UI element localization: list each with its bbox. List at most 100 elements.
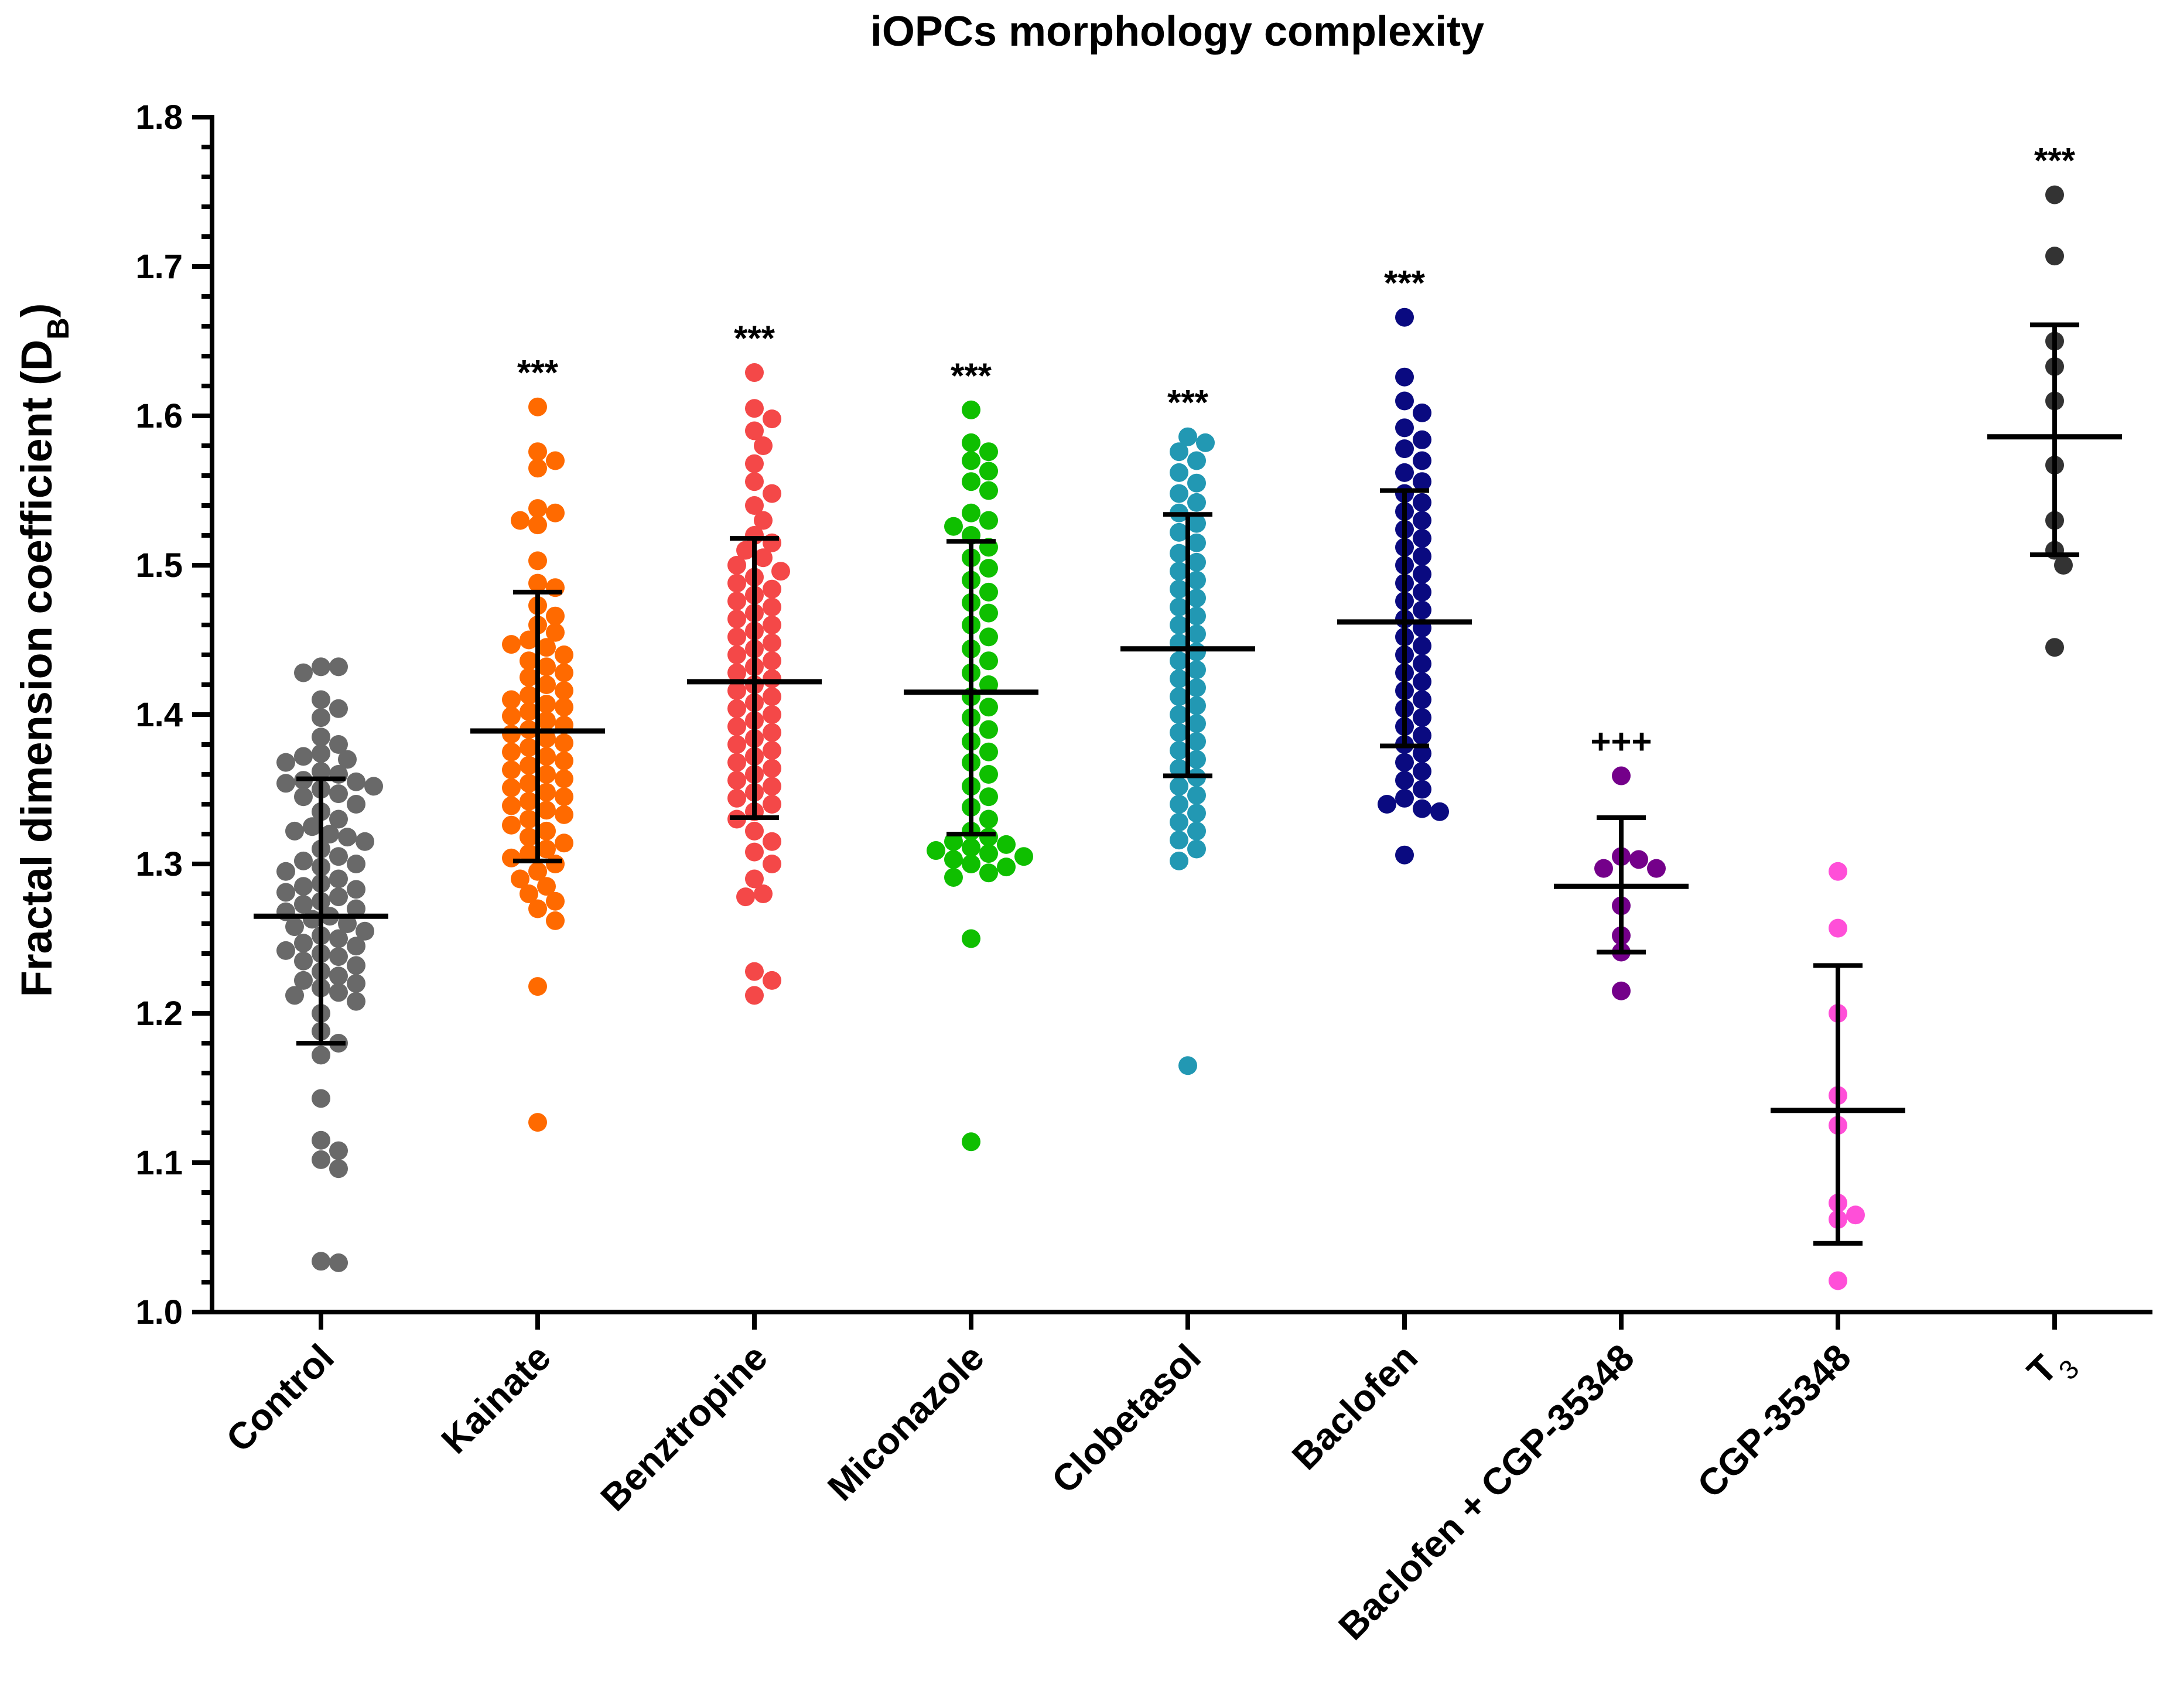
data-point [329,784,348,804]
data-point [745,962,764,981]
data-point [1378,795,1396,814]
data-point [555,833,573,853]
data-point [1413,582,1431,602]
data-point [1413,430,1431,449]
data-point [763,579,781,599]
data-point [502,725,521,744]
data-point [294,951,313,971]
data-point [1395,845,1414,865]
data-point [276,753,295,772]
data-point [537,783,556,802]
data-point [329,1159,348,1178]
data-point [1170,579,1188,599]
data-point [763,971,781,990]
data-point [1413,403,1431,422]
significance-marker: *** [517,353,559,392]
data-point [312,761,330,781]
data-point [1413,565,1431,584]
data-point [1170,484,1188,503]
data-point [1187,571,1206,590]
data-point [736,541,755,560]
data-point [528,899,547,918]
data-point [312,1130,330,1150]
data-point [555,663,573,682]
data-point [727,592,746,611]
data-point [329,887,348,907]
data-point [745,472,764,491]
data-point [329,657,348,677]
data-point [727,699,746,718]
data-point [1647,859,1666,878]
data-point [329,929,348,948]
data-point [1413,761,1431,781]
data-point [763,705,781,724]
data-point [1413,451,1431,470]
y-tick-label: 1.2 [135,995,183,1033]
data-point [537,801,556,820]
data-point [979,582,998,602]
error-bars [254,322,2122,1246]
data-point [528,499,547,518]
data-point [1413,472,1431,491]
data-point [347,992,365,1011]
data-point [1187,493,1206,512]
data-point [1170,522,1188,542]
y-tick-label: 1.5 [135,546,183,585]
data-point [276,941,295,960]
data-point [1196,433,1215,452]
x-tick-label-text: Control [218,1336,342,1460]
data-point [502,742,521,761]
data-point [979,442,998,462]
data-point [276,862,295,881]
data-point [1014,847,1033,866]
data-point [546,623,565,642]
x-tick-label: CGP-35348 [1689,1336,1859,1506]
x-tick-label: T3 [2019,1336,2085,1402]
data-point [537,657,556,677]
x-tick-label: Miconazole [819,1336,992,1509]
data-point [1187,839,1206,859]
y-tick-label: 1.4 [135,696,183,734]
data-point [502,690,521,709]
data-point [1187,533,1206,552]
data-point [1187,552,1206,572]
data-point [979,720,998,739]
data-point [1413,690,1431,709]
data-point [312,1150,330,1169]
data-point [555,733,573,753]
data-point [754,548,773,568]
data-point [1178,427,1197,446]
y-axis: 1.0 1.1 1.2 1.3 1.4 1.5 1.6 1.7 1.8 [135,98,214,1331]
data-point [1187,821,1206,841]
data-point [1413,654,1431,674]
data-point [997,858,1016,877]
x-tick-label-text: CGP-35348 [1689,1336,1859,1506]
data-point [927,841,945,860]
data-point [1413,511,1431,530]
data-point [555,805,573,824]
data-point [2045,185,2064,204]
data-point [502,796,521,815]
x-axis [210,1310,2152,1330]
data-point [294,787,313,807]
data-point [979,462,998,481]
x-tick-label: Baclofen [1284,1336,1426,1478]
data-point [555,681,573,701]
data-point [528,515,547,535]
data-point [1395,753,1414,772]
data-point [736,887,755,907]
data-point [745,842,764,862]
significance-marker: *** [951,356,992,395]
x-tick-label: Kainate [433,1336,559,1461]
data-point [1170,777,1188,796]
data-point [727,573,746,593]
data-point [1846,1205,1865,1225]
data-point [979,603,998,623]
data-point [502,778,521,797]
data-point [329,847,348,866]
data-point [1413,493,1431,512]
data-point [1413,708,1431,727]
data-point [944,832,963,851]
chart-title: iOPCs morphology complexity [870,8,1484,55]
data-point [1187,804,1206,823]
